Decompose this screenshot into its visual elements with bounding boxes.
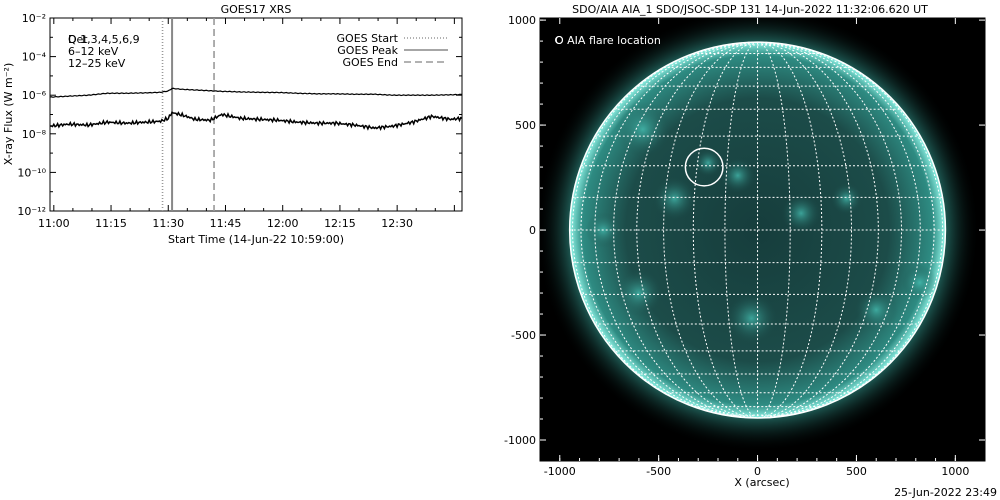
detector-label: Det: [68, 33, 88, 46]
active-region-glow: [652, 176, 697, 221]
x-tick-label: 11:15: [95, 217, 127, 230]
x-tick-label: -1000: [544, 465, 576, 478]
x-tick-label: 500: [846, 465, 867, 478]
goes-y-tick-labels: 10⁻¹² 10⁻¹⁰ 10⁻⁸ 10⁻⁶ 10⁻⁴ 10⁻²: [17, 12, 46, 218]
aia-plot-title: SDO/AIA AIA_1 SDO/JSOC-SDP 131 14-Jun-20…: [572, 3, 928, 16]
longitude-line: [757, 41, 823, 419]
y-tick-label: -1000: [504, 434, 536, 447]
legend-circle-icon: [555, 36, 563, 44]
x-tick-label: 12:00: [267, 217, 299, 230]
active-region-glow: [615, 269, 663, 317]
solar-limb: [568, 41, 947, 419]
flare-location-marker: [684, 147, 724, 187]
x-tick-label: 1000: [941, 465, 969, 478]
aia-x-axis-label: X (arcsec): [734, 476, 789, 489]
y-tick-label: 10⁻¹²: [17, 205, 46, 218]
event-legend-label: GOES Peak: [337, 44, 398, 57]
y-tick-label: -500: [511, 329, 536, 342]
longitude-line: [613, 41, 758, 419]
longitude-line: [663, 41, 758, 419]
active-region-glow: [725, 292, 778, 344]
goes-tick-marks: [50, 17, 462, 212]
x-tick-label: 12:15: [324, 217, 356, 230]
detector-list-label: Q 1,3,4,5,6,9: [68, 33, 140, 46]
aia-tick-marks: -1000 -500 0 500 1000 -1000 -500 0 500 1000: [504, 14, 985, 478]
goes-x-tick-labels: 11:00 11:15 11:30 11:45 12:00 12:15 12:30: [38, 217, 413, 230]
longitude-line: [636, 41, 758, 419]
x-tick-label: 11:30: [152, 217, 184, 230]
x-tick-label: 0: [754, 465, 761, 478]
y-tick-label: 10⁻⁴: [22, 51, 47, 64]
y-tick-label: 10⁻⁶: [22, 89, 47, 102]
active-region-glow: [694, 149, 722, 177]
heliographic-grid: [569, 41, 946, 419]
y-tick-label: 10⁻⁸: [22, 128, 47, 141]
goes-y-axis-label: X-ray Flux (W m⁻²): [2, 63, 15, 165]
longitude-line: [757, 41, 852, 419]
goes-plot-title: GOES17 XRS: [221, 3, 292, 16]
goes-event-lines: [161, 18, 215, 211]
legend-6-12-kev: 6–12 keV: [68, 45, 119, 58]
longitude-line: [692, 41, 758, 419]
longitude-line: [757, 41, 902, 419]
event-legend-label: GOES Start: [337, 32, 399, 45]
active-region-glow: [719, 157, 756, 194]
active-regions: [585, 101, 938, 344]
y-tick-label: 10⁻²: [22, 12, 46, 25]
aia-image-panel: SDO/AIA AIA_1 SDO/JSOC-SDP 131 14-Jun-20…: [504, 3, 997, 499]
y-tick-label: 0: [529, 224, 536, 237]
active-region-glow: [615, 101, 671, 157]
x-tick-label: -500: [646, 465, 671, 478]
aia-legend-label: O AIA flare location: [555, 34, 661, 47]
active-region-glow: [854, 288, 898, 332]
event-legend-label: GOES End: [342, 56, 398, 69]
legend-12-25-kev: 12–25 keV: [68, 57, 126, 70]
goes-series-short-channel: [50, 111, 462, 132]
active-region-glow: [901, 264, 938, 301]
x-tick-label: 12:30: [381, 217, 413, 230]
goes-x-axis-label: Start Time (14-Jun-22 10:59:00): [168, 233, 344, 246]
x-tick-label: 11:00: [38, 217, 70, 230]
aia-plot-frame: [539, 17, 986, 462]
x-tick-label: 11:45: [210, 217, 242, 230]
active-region-glow: [781, 193, 821, 234]
longitude-line: [757, 41, 879, 419]
goes-xrs-panel: GOES17 XRS 10⁻¹² 10⁻¹⁰ 10⁻⁸ 10⁻⁶ 10⁻⁴ 10⁻² 11…: [2, 3, 463, 246]
goes-series-long-channel: [50, 87, 462, 98]
y-tick-label: 10⁻¹⁰: [17, 166, 46, 179]
y-tick-label: 1000: [508, 14, 536, 27]
y-tick-label: 500: [515, 119, 536, 132]
footer-date: 25-Jun-2022 23:49: [894, 486, 997, 499]
longitude-line: [757, 41, 935, 419]
active-region-glow: [830, 182, 863, 215]
longitude-line: [580, 41, 758, 419]
